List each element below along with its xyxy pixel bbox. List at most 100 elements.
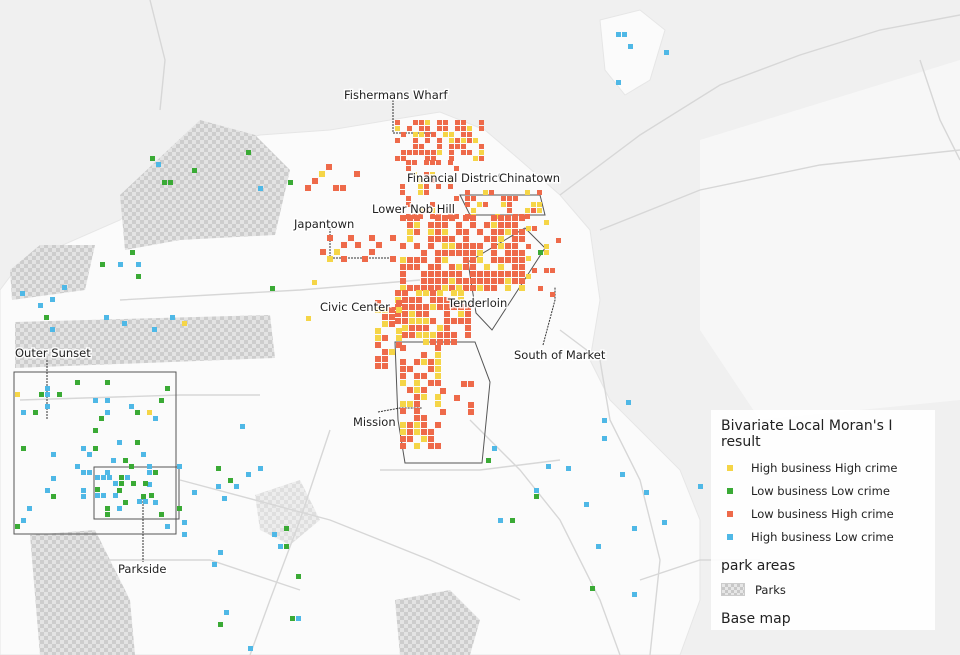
cluster-cell — [216, 484, 221, 489]
cluster-cell — [192, 168, 197, 173]
cluster-cell — [470, 250, 476, 256]
cluster-cell — [100, 262, 105, 267]
cluster-cell — [414, 243, 420, 249]
cluster-cell — [507, 196, 512, 201]
cluster-cell — [395, 311, 401, 317]
cluster-cell — [470, 257, 476, 263]
cluster-cell — [107, 475, 112, 480]
cluster-cell — [327, 256, 333, 262]
cluster-cell — [45, 392, 50, 397]
cluster-cell — [505, 278, 511, 284]
cluster-cell — [465, 202, 470, 207]
cluster-cell — [477, 250, 483, 256]
cluster-cell — [449, 264, 455, 270]
cluster-cell — [93, 428, 98, 433]
cluster-cell — [526, 274, 531, 279]
cluster-cell — [512, 243, 518, 249]
cluster-cell — [501, 196, 506, 201]
cluster-cell — [430, 318, 436, 324]
cluster-cell — [319, 171, 325, 177]
cluster-cell — [416, 318, 422, 324]
cluster-cell — [296, 574, 301, 579]
cluster-cell — [326, 164, 332, 170]
cluster-cell — [467, 126, 472, 131]
cluster-cell — [389, 349, 395, 355]
cluster-cell — [258, 186, 263, 191]
cluster-cell — [416, 332, 422, 338]
cluster-cell — [123, 458, 128, 463]
cluster-cell — [428, 443, 434, 449]
cluster-cell — [45, 488, 50, 493]
cluster-cell — [526, 244, 531, 249]
cluster-cell — [449, 144, 454, 149]
cluster-cell — [435, 373, 441, 379]
cluster-cell — [435, 345, 441, 351]
cluster-cell — [258, 466, 263, 471]
cluster-cell — [396, 307, 402, 313]
cluster-cell — [461, 138, 466, 143]
cluster-cell — [409, 325, 415, 331]
cluster-cell — [491, 236, 497, 242]
cluster-cell — [534, 488, 539, 493]
cluster-cell — [454, 395, 460, 401]
cluster-cell — [449, 236, 455, 242]
cluster-cell — [435, 422, 441, 428]
label-tenderloin: Tenderloin — [447, 296, 507, 310]
cluster-cell — [519, 250, 525, 256]
cluster-cell — [442, 222, 448, 228]
cluster-cell — [471, 196, 476, 201]
cluster-cell — [312, 178, 318, 184]
cluster-cell — [424, 208, 429, 213]
cluster-cell — [402, 318, 408, 324]
cluster-cell — [435, 257, 441, 263]
cluster-cell — [451, 318, 457, 324]
cluster-cell — [463, 278, 469, 284]
cluster-cell — [456, 278, 462, 284]
cluster-cell — [389, 307, 395, 313]
cluster-cell — [400, 264, 406, 270]
cluster-cell — [449, 278, 455, 284]
cluster-cell — [21, 410, 26, 415]
cluster-cell — [556, 238, 561, 243]
legend-item-label: Parks — [755, 582, 786, 597]
cluster-cell — [491, 271, 497, 277]
cluster-cell — [449, 132, 454, 137]
cluster-cell — [512, 222, 518, 228]
cluster-cell — [484, 264, 490, 270]
cluster-cell — [428, 285, 434, 291]
legend-item-label: High business Low crime — [751, 529, 894, 544]
cluster-cell — [440, 388, 446, 394]
legend-park-title: park areas — [721, 558, 796, 574]
cluster-cell — [407, 222, 413, 228]
cluster-cell — [421, 271, 427, 277]
cluster-cell — [479, 144, 484, 149]
cluster-cell — [421, 257, 427, 263]
cluster-cell — [463, 264, 469, 270]
cluster-cell — [470, 243, 476, 249]
cluster-cell — [423, 311, 429, 317]
cluster-cell — [435, 215, 441, 221]
cluster-cell — [240, 424, 245, 429]
cluster-cell — [369, 249, 375, 255]
cluster-cell — [105, 470, 110, 475]
cluster-cell — [519, 264, 525, 270]
cluster-cell — [402, 290, 408, 296]
cluster-cell — [449, 250, 455, 256]
cluster-cell — [456, 229, 462, 235]
cluster-cell — [278, 544, 283, 549]
cluster-cell — [463, 229, 469, 235]
label-lower-nob-hill: Lower Nob Hill — [372, 202, 455, 216]
cluster-cell — [435, 271, 441, 277]
label-parkside: Parkside — [118, 562, 166, 576]
cluster-cell — [416, 304, 422, 310]
cluster-cell — [428, 229, 434, 235]
cluster-cell — [401, 150, 406, 155]
cluster-cell — [463, 257, 469, 263]
park-pattern-swatch — [721, 583, 745, 596]
cluster-cell — [456, 250, 462, 256]
cluster-cell — [584, 502, 589, 507]
cluster-cell — [419, 144, 424, 149]
cluster-cell — [95, 487, 100, 492]
cluster-cell — [461, 132, 466, 137]
